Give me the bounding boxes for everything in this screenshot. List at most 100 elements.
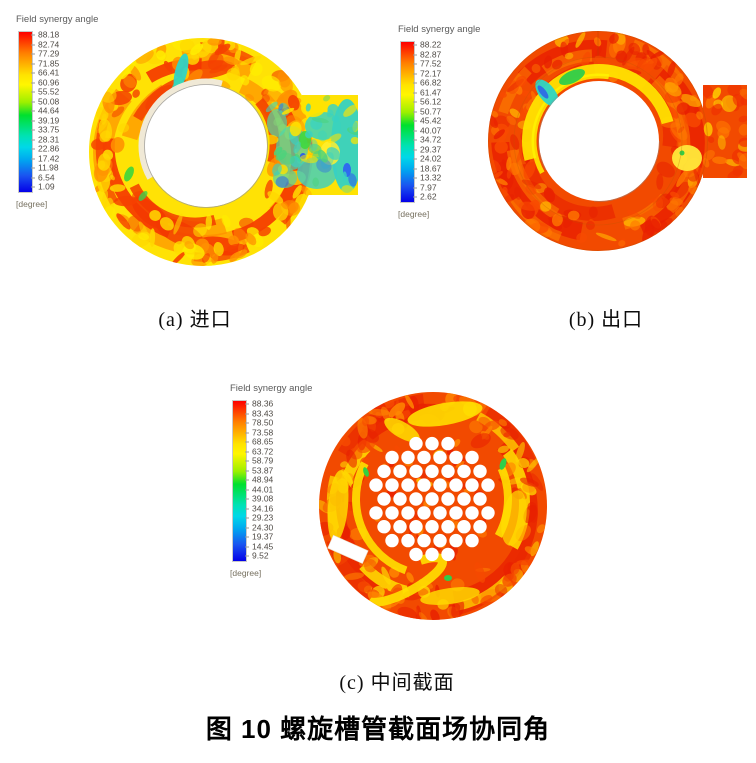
legend-colorbar xyxy=(232,400,247,562)
tube-hole xyxy=(465,506,479,520)
tube-hole xyxy=(433,506,447,520)
legend-tick: 60.96 xyxy=(31,78,59,87)
legend-tick: 39.08 xyxy=(245,494,273,504)
legend-tick: 48.94 xyxy=(245,475,273,485)
legend-tick: 22.86 xyxy=(31,144,59,154)
bore-outline-b xyxy=(538,80,660,202)
tube-hole xyxy=(417,450,431,465)
tube-hole xyxy=(377,464,391,478)
legend-tick: 24.30 xyxy=(245,523,273,532)
legend-tick-labels: 88.22 82.87 77.52 72.17 66.82 61.47 56.12 50.77… xyxy=(413,40,468,205)
tube-hole xyxy=(385,506,399,520)
legend-tick: 83.43 xyxy=(245,409,273,418)
legend-tick: 45.42 xyxy=(413,116,441,126)
legend-middle: Field synergy angle 88.36 83.43 78.50 73.58… xyxy=(230,383,312,588)
contour-body-middle xyxy=(319,392,547,620)
tube-hole xyxy=(409,436,423,451)
legend-tick: 72.17 xyxy=(413,69,441,78)
legend-tick: 44.64 xyxy=(31,106,59,116)
tube-hole xyxy=(441,436,455,451)
legend-tick: 9.52 xyxy=(245,551,269,561)
legend-tick-labels: 88.36 83.43 78.50 73.58 68.65 63.72 58.79 53.87… xyxy=(245,399,300,564)
tube-hole xyxy=(385,450,399,465)
slot-notch xyxy=(327,534,369,564)
tube-hole xyxy=(473,520,487,534)
legend-tick: 19.37 xyxy=(245,532,273,542)
tube-hole xyxy=(457,520,471,534)
tube-hole xyxy=(449,478,463,492)
tube-hole xyxy=(441,547,455,562)
legend-tick: 58.79 xyxy=(245,456,273,466)
tube-hole xyxy=(401,533,415,548)
tube-hole xyxy=(409,520,423,534)
tube-hole xyxy=(417,533,431,548)
tube-hole xyxy=(409,464,423,478)
inner-bore-b xyxy=(539,81,659,201)
contour-plot-middle xyxy=(319,392,547,620)
contour-plot-inlet xyxy=(89,38,358,266)
tube-hole xyxy=(425,492,439,506)
legend-tick: 6.54 xyxy=(31,173,55,182)
tube-hole xyxy=(441,492,455,506)
tube-hole xyxy=(481,506,495,520)
tube-hole xyxy=(409,492,423,506)
tube-hole xyxy=(465,450,479,465)
legend-tick: 53.87 xyxy=(245,466,273,475)
legend-tick: 82.74 xyxy=(31,40,59,49)
bore-cream-ring-a xyxy=(138,78,274,214)
contour-texture-duct-a xyxy=(262,95,358,199)
legend-tick: 88.22 xyxy=(413,40,441,50)
tube-hole xyxy=(449,450,463,465)
legend-tick: 29.23 xyxy=(245,513,273,523)
tube-hole xyxy=(417,478,431,492)
legend-tick: 28.31 xyxy=(31,135,59,144)
tube-hole xyxy=(473,492,487,506)
legend-tick: 78.50 xyxy=(245,418,273,428)
legend-tick: 29.37 xyxy=(413,145,441,154)
tube-hole xyxy=(425,436,439,451)
legend-title: Field synergy angle xyxy=(398,24,481,35)
legend-tick: 55.52 xyxy=(31,87,59,97)
caption-outlet: (b) 出口 xyxy=(568,309,644,331)
legend-tick: 14.45 xyxy=(245,542,273,551)
legend-colorbar xyxy=(400,41,415,203)
tube-hole xyxy=(473,464,487,478)
legend-tick: 68.65 xyxy=(245,437,273,447)
caption-inlet: (a) 进口 xyxy=(158,309,232,331)
legend-tick: 50.08 xyxy=(31,97,59,106)
tube-hole xyxy=(433,533,447,548)
tube-hole xyxy=(481,478,495,492)
legend-tick: 82.87 xyxy=(413,50,441,59)
legend-tick: 88.18 xyxy=(31,30,59,40)
legend-tick: 39.19 xyxy=(31,116,59,125)
legend-title: Field synergy angle xyxy=(230,383,313,394)
legend-tick: 66.41 xyxy=(31,68,59,78)
legend-tick: 61.47 xyxy=(413,88,441,97)
tube-holes xyxy=(369,436,495,562)
tube-hole xyxy=(457,492,471,506)
legend-tick: 73.58 xyxy=(245,428,273,437)
legend-tick-labels: 88.18 82.74 77.29 71.85 66.41 60.96 55.52 50.08… xyxy=(31,30,86,195)
tube-hole xyxy=(425,520,439,534)
legend-unit: [degree] xyxy=(398,209,430,219)
tube-hole xyxy=(369,506,383,520)
legend-tick: 24.02 xyxy=(413,154,441,164)
tube-hole xyxy=(393,464,407,478)
tube-hole xyxy=(401,506,415,520)
legend-inlet: Field synergy angle 88.18 82.74 77.29 71.85… xyxy=(16,14,98,219)
tube-hole xyxy=(441,464,455,478)
legend-tick: 71.85 xyxy=(31,59,59,68)
tube-hole xyxy=(385,533,399,548)
tube-hole xyxy=(449,533,463,548)
tube-hole xyxy=(433,478,447,492)
legend-tick: 40.07 xyxy=(413,126,441,135)
tube-hole xyxy=(433,450,447,465)
legend-tick: 63.72 xyxy=(245,447,273,456)
legend-title: Field synergy angle xyxy=(16,14,99,25)
tube-hole xyxy=(457,464,471,478)
tube-hole xyxy=(401,478,415,492)
legend-colorbar xyxy=(18,31,33,193)
legend-tick: 77.29 xyxy=(31,49,59,59)
tube-hole xyxy=(393,520,407,534)
